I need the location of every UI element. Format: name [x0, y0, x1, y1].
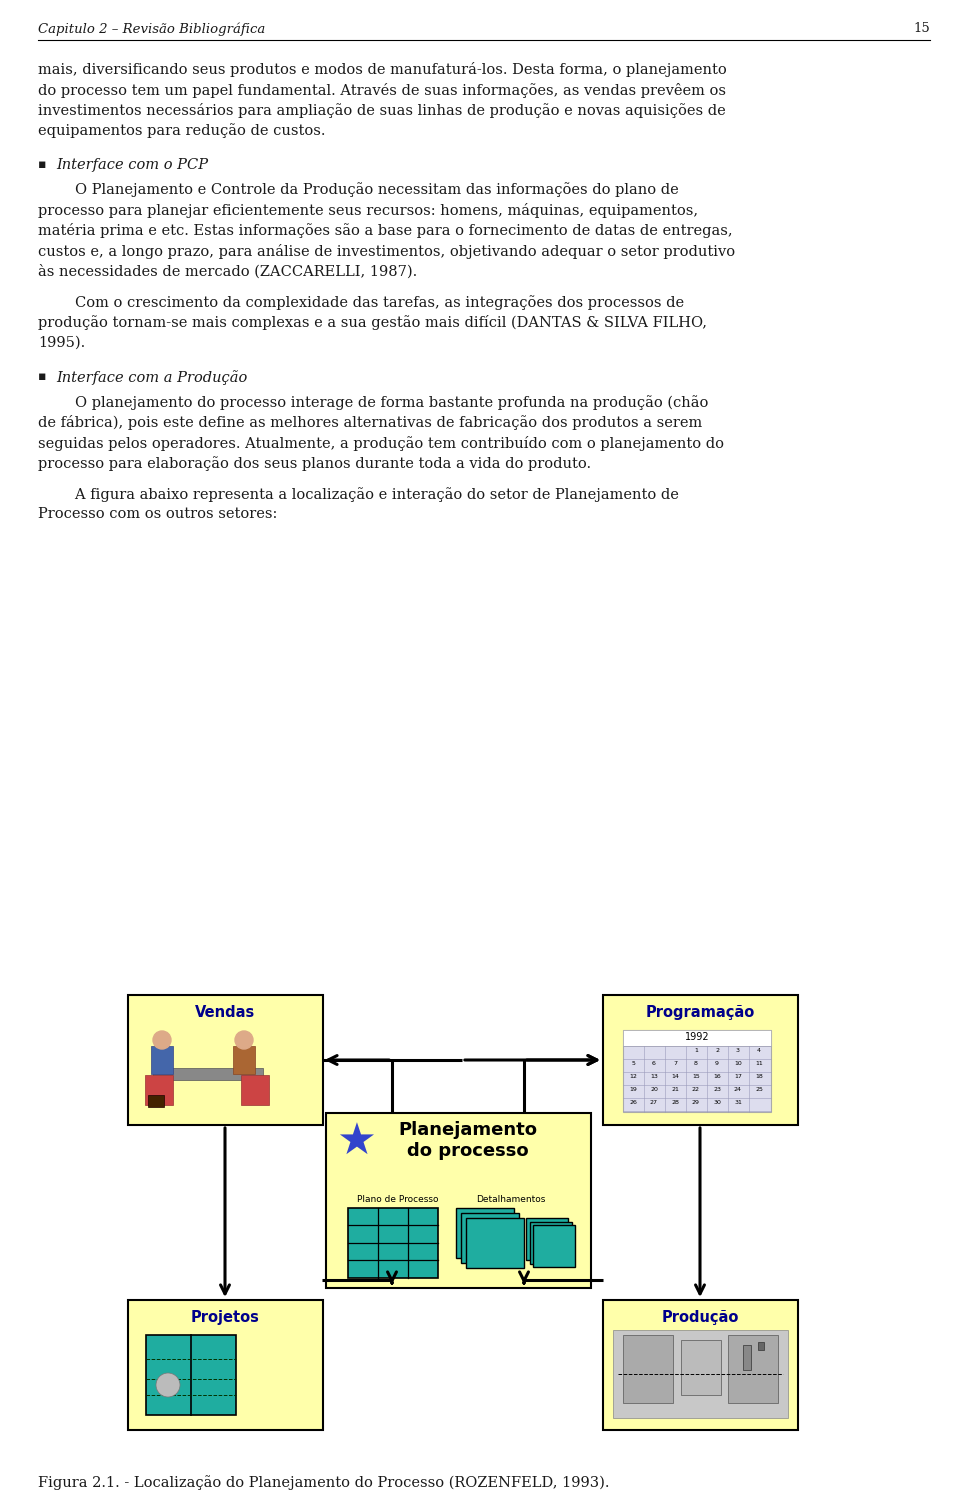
Text: 23: 23 — [713, 1087, 721, 1093]
Text: 1995).: 1995). — [38, 336, 85, 350]
Text: 9: 9 — [715, 1061, 719, 1065]
Text: 1992: 1992 — [684, 1032, 709, 1041]
Bar — [348, 1209, 438, 1278]
Text: 13: 13 — [650, 1074, 658, 1079]
Text: ★: ★ — [336, 1121, 376, 1163]
Text: equipamentos para redução de custos.: equipamentos para redução de custos. — [38, 124, 325, 139]
Text: 10: 10 — [734, 1061, 742, 1065]
Text: 26: 26 — [629, 1100, 636, 1105]
Bar — [603, 1301, 798, 1430]
Text: 15: 15 — [692, 1074, 700, 1079]
Bar — [456, 1209, 514, 1258]
Text: 27: 27 — [650, 1100, 658, 1105]
Bar — [145, 1074, 173, 1105]
Text: 17: 17 — [734, 1074, 742, 1079]
Text: Detalhamentos: Detalhamentos — [476, 1195, 545, 1204]
Text: 1: 1 — [694, 1047, 698, 1053]
Text: Interface com a Produção: Interface com a Produção — [56, 371, 248, 386]
Text: 5: 5 — [631, 1061, 635, 1065]
Text: 18: 18 — [756, 1074, 763, 1079]
Text: Processo com os outros setores:: Processo com os outros setores: — [38, 508, 277, 521]
Text: 7: 7 — [673, 1061, 677, 1065]
Bar — [681, 1340, 721, 1395]
Text: Planejamento
do processo: Planejamento do processo — [398, 1121, 538, 1160]
Text: custos e, a longo prazo, para análise de investimentos, objetivando adequar o se: custos e, a longo prazo, para análise de… — [38, 244, 735, 259]
Text: mais, diversificando seus produtos e modos de manufaturá-los. Desta forma, o pla: mais, diversificando seus produtos e mod… — [38, 62, 727, 77]
Text: O planejamento do processo interage de forma bastante profunda na produção (chão: O planejamento do processo interage de f… — [38, 395, 708, 410]
Text: Com o crescimento da complexidade das tarefas, as integrações dos processos de: Com o crescimento da complexidade das ta… — [38, 295, 684, 310]
Text: 29: 29 — [692, 1100, 700, 1105]
Text: Interface com o PCP: Interface com o PCP — [56, 158, 208, 172]
Text: 4: 4 — [757, 1047, 761, 1053]
Bar — [530, 1222, 571, 1263]
Bar — [128, 1301, 323, 1430]
Text: O Planejamento e Controle da Produção necessitam das informações do plano de: O Planejamento e Controle da Produção ne… — [38, 182, 679, 197]
Bar — [623, 1335, 673, 1403]
Text: processo para elaboração dos seus planos durante toda a vida do produto.: processo para elaboração dos seus planos… — [38, 457, 591, 472]
Text: Programação: Programação — [645, 1005, 755, 1020]
Bar — [461, 1213, 519, 1263]
Text: 28: 28 — [671, 1100, 679, 1105]
Text: A figura abaixo representa a localização e interação do setor de Planejamento de: A figura abaixo representa a localização… — [38, 487, 679, 502]
Bar — [151, 1046, 173, 1074]
Bar — [153, 1068, 263, 1081]
Circle shape — [153, 1031, 171, 1049]
Bar — [603, 995, 798, 1126]
Bar — [623, 1029, 771, 1046]
Text: 11: 11 — [756, 1061, 763, 1065]
Text: 24: 24 — [734, 1087, 742, 1093]
Circle shape — [235, 1031, 253, 1049]
Bar — [728, 1335, 778, 1403]
Text: ▪: ▪ — [38, 158, 46, 170]
Text: 16: 16 — [713, 1074, 721, 1079]
Bar — [623, 1029, 771, 1112]
Text: ▪: ▪ — [38, 371, 46, 383]
Text: do processo tem um papel fundamental. Através de suas informações, as vendas pre: do processo tem um papel fundamental. At… — [38, 83, 726, 98]
Text: 25: 25 — [756, 1087, 763, 1093]
Text: 31: 31 — [734, 1100, 742, 1105]
Circle shape — [156, 1373, 180, 1397]
Bar — [743, 1346, 751, 1370]
Text: 21: 21 — [671, 1087, 679, 1093]
Bar — [526, 1218, 568, 1260]
Text: produção tornam-se mais complexas e a sua gestão mais difícil (DANTAS & SILVA FI: produção tornam-se mais complexas e a su… — [38, 315, 707, 330]
Text: 14: 14 — [671, 1074, 679, 1079]
Text: Projetos: Projetos — [191, 1310, 259, 1325]
Text: Produção: Produção — [661, 1310, 738, 1325]
Bar — [533, 1225, 575, 1267]
Text: Plano de Processo: Plano de Processo — [357, 1195, 439, 1204]
Text: 3: 3 — [736, 1047, 740, 1053]
Text: Vendas: Vendas — [195, 1005, 255, 1020]
Text: 8: 8 — [694, 1061, 698, 1065]
Text: de fábrica), pois este define as melhores alternativas de fabricação dos produto: de fábrica), pois este define as melhore… — [38, 416, 703, 431]
Text: 20: 20 — [650, 1087, 658, 1093]
Bar — [758, 1343, 764, 1350]
Text: 12: 12 — [629, 1074, 636, 1079]
Bar — [128, 995, 323, 1126]
Bar — [146, 1335, 236, 1415]
Text: 30: 30 — [713, 1100, 721, 1105]
Bar — [241, 1074, 269, 1105]
Text: 6: 6 — [652, 1061, 656, 1065]
Text: Capitulo 2 – Revisão Bibliográfica: Capitulo 2 – Revisão Bibliográfica — [38, 23, 265, 36]
Text: 19: 19 — [629, 1087, 636, 1093]
Text: seguidas pelos operadores. Atualmente, a produção tem contribuído com o planejam: seguidas pelos operadores. Atualmente, a… — [38, 436, 724, 451]
Text: Figura 2.1. - Localização do Planejamento do Processo (ROZENFELD, 1993).: Figura 2.1. - Localização do Planejament… — [38, 1475, 610, 1490]
Text: 22: 22 — [692, 1087, 700, 1093]
Text: às necessidades de mercado (ZACCARELLI, 1987).: às necessidades de mercado (ZACCARELLI, … — [38, 265, 418, 279]
Text: investimentos necessários para ampliação de suas linhas de produção e novas aqui: investimentos necessários para ampliação… — [38, 102, 726, 118]
Text: 15: 15 — [913, 23, 930, 35]
Bar — [466, 1218, 524, 1267]
Bar — [613, 1331, 788, 1418]
Bar — [326, 1114, 591, 1288]
Bar — [233, 1046, 255, 1074]
Text: matéria prima e etc. Estas informações são a base para o fornecimento de datas d: matéria prima e etc. Estas informações s… — [38, 223, 732, 238]
Bar — [148, 1096, 164, 1108]
Text: 2: 2 — [715, 1047, 719, 1053]
Text: processo para planejar eficientemente seus recursos: homens, máquinas, equipamen: processo para planejar eficientemente se… — [38, 203, 698, 219]
